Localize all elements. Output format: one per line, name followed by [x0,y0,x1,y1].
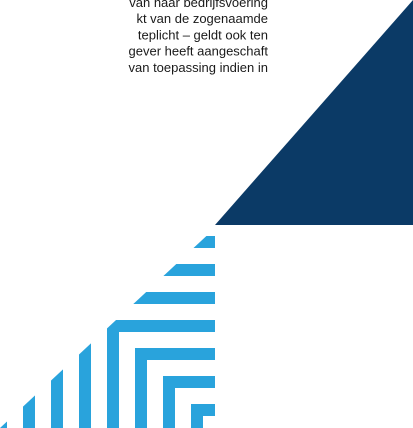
stripe [135,348,215,428]
navy-triangle [215,0,413,225]
stripe [107,320,215,428]
text-line: teplicht – geldt ook ten [138,27,268,42]
stripe-pattern [0,228,215,428]
text-line: kt van de zogenaamde [136,11,268,26]
text-line: van toepassing indien in [129,60,269,75]
stripe [191,404,215,428]
text-line: van haar bedrijfsvoering [129,0,268,10]
stripe [163,376,215,428]
text-line: gever heeft aangeschaft [129,44,269,59]
